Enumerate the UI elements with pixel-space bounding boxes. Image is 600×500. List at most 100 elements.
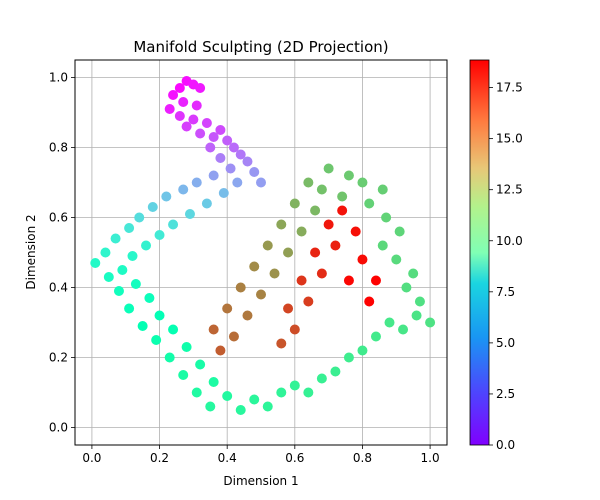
scatter-point <box>218 188 229 198</box>
scatter-point <box>235 405 246 415</box>
scatter-point <box>323 219 334 230</box>
scatter-point <box>161 191 172 202</box>
scatter-point <box>134 212 145 223</box>
scatter-point <box>310 205 321 216</box>
scatter-point <box>151 335 162 345</box>
scatter-point <box>184 209 195 219</box>
scatter-point <box>164 352 175 363</box>
scatter-point <box>144 293 155 303</box>
scatter-point <box>168 324 179 335</box>
scatter-point <box>208 377 219 387</box>
scatter-point <box>262 401 273 412</box>
scatter-point <box>303 296 314 307</box>
y-tick-label: 0.4 <box>49 281 68 295</box>
scatter-point <box>408 268 419 279</box>
scatter-point <box>283 303 294 314</box>
scatter-point <box>222 391 233 401</box>
colorbar-tick-label: 10.0 <box>496 234 523 248</box>
scatter-point <box>215 153 226 163</box>
scatter-point <box>310 247 321 258</box>
scatter-point <box>195 359 206 370</box>
scatter-point <box>296 275 307 286</box>
scatter-point <box>316 373 327 384</box>
scatter-point <box>195 83 206 93</box>
scatter-point <box>154 230 165 240</box>
scatter-point <box>425 317 436 328</box>
scatter-point <box>228 331 239 342</box>
scatter-point <box>191 387 202 398</box>
colorbar-tick-label: 2.5 <box>496 387 515 401</box>
scatter-point <box>242 310 253 321</box>
scatter-point <box>377 184 388 195</box>
scatter-point <box>242 156 253 167</box>
y-tick-label: 0.0 <box>49 421 68 435</box>
scatter-point <box>168 219 179 230</box>
scatter-point <box>394 226 405 237</box>
scatter-point <box>188 114 199 125</box>
scatter-point <box>124 303 135 314</box>
x-axis-ticks: 0.0 0.2 0.4 0.6 0.8 1.0 <box>82 445 440 465</box>
x-tick-label: 0.8 <box>353 451 372 465</box>
scatter-point <box>181 121 192 132</box>
scatter-point <box>164 104 175 114</box>
x-tick-label: 1.0 <box>421 451 440 465</box>
x-tick-label: 0.0 <box>82 451 101 465</box>
scatter-point <box>249 261 260 272</box>
scatter-point <box>364 296 375 307</box>
y-tick-label: 0.2 <box>49 351 68 365</box>
scatter-point <box>330 366 341 377</box>
colorbar-tick-label: 15.0 <box>496 132 523 146</box>
scatter-point <box>215 345 226 356</box>
scatter-point <box>100 247 111 258</box>
scatter-point <box>195 128 206 139</box>
scatter-point <box>377 240 388 251</box>
scatter-point <box>191 177 202 188</box>
scatter-point <box>296 226 307 237</box>
scatter-point <box>249 167 260 177</box>
scatter-point <box>337 191 348 202</box>
colorbar-tick-label: 5.0 <box>496 336 515 350</box>
colorbar-tick-label: 17.5 <box>496 81 523 95</box>
scatter-point <box>191 100 202 111</box>
scatter-point <box>256 289 266 300</box>
scatter-point <box>357 254 368 265</box>
scatter-point <box>174 83 185 93</box>
x-axis-label: Dimension 1 <box>223 474 298 488</box>
scatter-point <box>141 240 152 251</box>
scatter-point <box>414 296 425 307</box>
scatter-point <box>289 380 300 391</box>
scatter-point <box>235 149 246 160</box>
scatter-point <box>147 202 158 212</box>
scatter-point <box>303 177 314 188</box>
scatter-point <box>222 303 233 314</box>
scatter-point <box>201 118 212 128</box>
scatter-point <box>337 205 348 216</box>
scatter-point <box>370 275 381 286</box>
scatter-point <box>232 177 243 188</box>
scatter-point <box>398 324 409 335</box>
scatter-point <box>235 282 246 293</box>
scatter-point <box>130 279 141 289</box>
scatter-point <box>303 387 314 398</box>
scatter-point <box>228 142 239 153</box>
scatter-point <box>357 177 368 188</box>
y-tick-label: 0.6 <box>49 211 68 225</box>
y-tick-label: 1.0 <box>49 71 68 85</box>
scatter-point <box>330 240 341 251</box>
scatter-point <box>256 177 266 188</box>
colorbar-tick-label: 0.0 <box>496 438 515 452</box>
scatter-point <box>181 342 192 352</box>
scatter-point <box>178 370 189 380</box>
x-tick-label: 0.6 <box>285 451 304 465</box>
colorbar-tick-label: 12.5 <box>496 183 523 197</box>
scatter-point <box>276 387 287 398</box>
scatter-point <box>205 401 216 412</box>
colorbar <box>469 59 490 446</box>
scatter-point <box>316 268 327 279</box>
scatter-point <box>381 212 392 223</box>
scatter-point <box>364 198 375 209</box>
scatter-point <box>178 184 189 195</box>
scatter-point <box>208 132 219 142</box>
scatter-point <box>411 310 422 321</box>
